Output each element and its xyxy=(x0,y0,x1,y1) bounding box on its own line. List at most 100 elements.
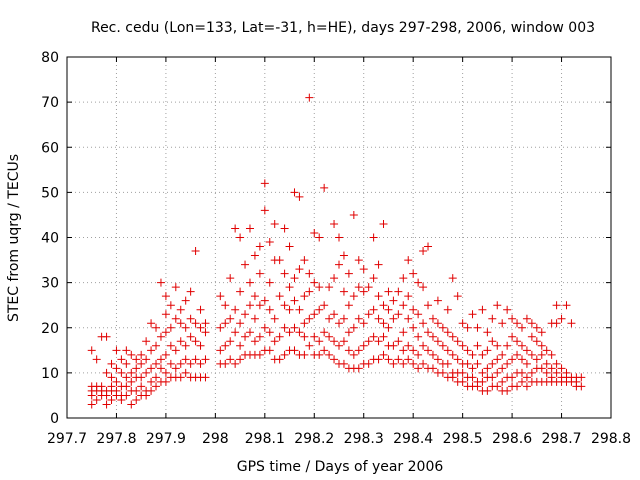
data-point xyxy=(458,368,467,377)
data-point xyxy=(577,382,586,391)
data-point xyxy=(142,355,151,364)
data-point xyxy=(152,382,161,391)
data-point xyxy=(315,233,324,242)
data-point xyxy=(112,377,121,386)
data-point xyxy=(498,364,507,373)
data-point xyxy=(305,287,314,296)
data-point xyxy=(448,274,457,283)
x-tick-label: 298.7 xyxy=(541,431,581,447)
data-point xyxy=(226,274,235,283)
data-point xyxy=(181,341,190,350)
data-point xyxy=(330,355,339,364)
data-point xyxy=(250,292,259,301)
chart-title: Rec. cedu (Lon=133, Lat=-31, h=HE), days… xyxy=(91,20,595,36)
data-point xyxy=(384,323,393,332)
data-point xyxy=(196,359,205,368)
data-point xyxy=(335,233,343,242)
data-point xyxy=(369,233,378,242)
data-point xyxy=(330,310,339,319)
data-point xyxy=(315,337,324,346)
data-point xyxy=(532,355,541,364)
data-point xyxy=(527,350,536,359)
data-point xyxy=(137,350,146,359)
data-point xyxy=(428,314,437,323)
data-point xyxy=(389,296,398,305)
data-point xyxy=(344,346,353,355)
data-point xyxy=(270,314,279,323)
data-point xyxy=(315,350,324,359)
data-point xyxy=(335,260,343,269)
data-point xyxy=(399,359,408,368)
data-point xyxy=(394,287,403,296)
data-point xyxy=(176,319,185,328)
data-point xyxy=(156,364,165,373)
data-point xyxy=(409,359,418,368)
data-point xyxy=(394,337,403,346)
data-point xyxy=(542,368,551,377)
data-point xyxy=(562,368,571,377)
data-point xyxy=(419,359,428,368)
data-point xyxy=(181,355,190,364)
data-point xyxy=(414,278,423,287)
data-point xyxy=(433,296,442,305)
data-point xyxy=(265,238,274,247)
data-point xyxy=(384,355,393,364)
data-point xyxy=(409,269,418,278)
data-point xyxy=(443,305,452,314)
data-point xyxy=(236,287,245,296)
y-tick-labels: 0 10 20 30 40 50 60 70 80 xyxy=(41,50,59,427)
data-point xyxy=(275,256,284,265)
data-point xyxy=(226,337,235,346)
data-point xyxy=(112,346,121,355)
data-point xyxy=(428,332,437,341)
data-point xyxy=(448,350,457,359)
data-point xyxy=(137,373,146,382)
data-point xyxy=(156,355,165,364)
data-point xyxy=(250,314,259,323)
data-point xyxy=(448,332,457,341)
data-point xyxy=(374,292,383,301)
data-point xyxy=(344,328,353,337)
data-point xyxy=(463,323,472,332)
data-point xyxy=(483,346,492,355)
data-point xyxy=(409,305,418,314)
data-point xyxy=(250,337,259,346)
data-point xyxy=(221,359,230,368)
data-point xyxy=(562,301,571,310)
data-point xyxy=(359,287,368,296)
data-point xyxy=(245,224,254,233)
data-point xyxy=(117,355,126,364)
data-point xyxy=(231,359,240,368)
data-point xyxy=(473,359,482,368)
data-point xyxy=(201,328,210,337)
data-point xyxy=(285,328,294,337)
data-point xyxy=(438,341,447,350)
data-point xyxy=(250,251,259,260)
data-point xyxy=(537,350,546,359)
data-point xyxy=(537,364,546,373)
data-point xyxy=(171,283,180,292)
data-point xyxy=(290,323,299,332)
data-point xyxy=(522,314,531,323)
data-point xyxy=(433,319,442,328)
x-tick-label: 298.4 xyxy=(393,431,433,447)
data-point xyxy=(364,283,373,292)
data-point xyxy=(196,341,205,350)
data-point xyxy=(127,368,136,377)
data-point xyxy=(354,283,363,292)
data-point xyxy=(127,350,136,359)
data-point xyxy=(97,382,106,391)
data-point xyxy=(443,346,452,355)
x-tick-label: 297.7 xyxy=(47,431,87,447)
data-point xyxy=(171,314,180,323)
data-point xyxy=(275,355,284,364)
data-point xyxy=(344,301,353,310)
data-point xyxy=(478,305,487,314)
data-point xyxy=(156,332,165,341)
data-point xyxy=(414,350,423,359)
data-point xyxy=(349,323,358,332)
data-point xyxy=(547,364,556,373)
data-point xyxy=(354,346,363,355)
data-point xyxy=(488,359,497,368)
data-point xyxy=(517,355,526,364)
